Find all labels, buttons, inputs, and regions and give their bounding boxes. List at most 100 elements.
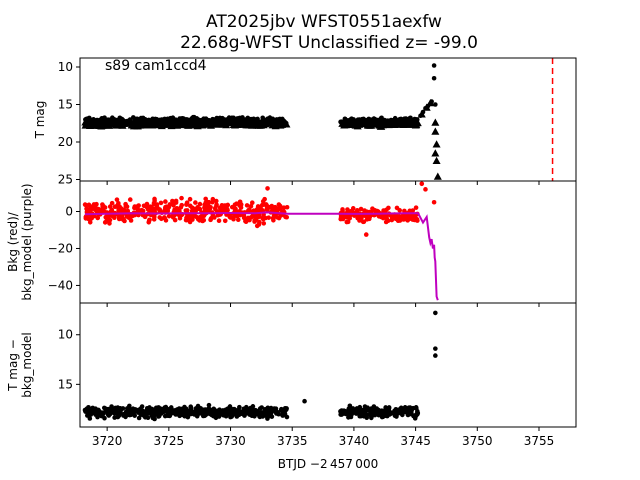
bottom-series0-point	[257, 406, 263, 411]
middle-series0-point	[275, 206, 280, 212]
middle-series0-point	[158, 200, 164, 206]
middle-series0-point	[174, 205, 180, 211]
middle-series0-point	[235, 217, 241, 223]
bottom-series0-point	[229, 411, 235, 417]
bottom-series0-point	[236, 407, 241, 413]
top-series0-point	[260, 115, 265, 121]
middle-series0-point	[270, 215, 276, 221]
bottom-series0-point	[232, 408, 237, 414]
bottom-series0-point	[401, 407, 407, 412]
middle-series0-point	[355, 215, 360, 221]
bottom-series0-point	[360, 407, 365, 413]
top-series3-point	[426, 99, 435, 107]
bottom-series0-point	[226, 411, 231, 417]
middle-series0-point	[367, 216, 372, 222]
top-series3-point	[431, 127, 440, 135]
top-series3-point	[433, 172, 442, 180]
bottom-series0-point	[158, 406, 163, 412]
bottom-series0-point	[378, 408, 383, 414]
bottom-series0-point	[282, 405, 288, 411]
middle-series0-point	[162, 215, 168, 221]
middle-series0-point	[184, 202, 189, 207]
middle-series0-point	[246, 208, 251, 213]
middle-series0-point	[260, 216, 266, 222]
middle-series0-point	[402, 216, 407, 222]
middle-series0-point	[115, 202, 121, 208]
middle-series0-point	[394, 205, 400, 211]
middle-series0-point	[203, 200, 208, 206]
middle-series0-point	[431, 199, 437, 205]
bottom-series0-point	[138, 410, 143, 416]
middle-series0-point	[194, 206, 200, 211]
top-series1-point	[276, 121, 285, 129]
middle-series0-point	[83, 202, 89, 208]
bkg_model-line	[84, 211, 439, 301]
middle-series0-point	[340, 207, 345, 212]
middle-series0-point	[147, 217, 152, 223]
bottom-series0-point	[96, 407, 101, 413]
middle-series0-point	[244, 203, 250, 208]
y-tick-label: 0	[65, 205, 73, 219]
bottom-series0-point	[211, 406, 217, 412]
middle-series0-point	[254, 223, 260, 229]
middle-series0-point	[139, 208, 144, 214]
figure-title-line2: 22.68g-WFST Unclassified z= -99.0	[180, 33, 478, 53]
bottom-series0-point	[389, 411, 394, 416]
middle-series0-point	[195, 216, 201, 222]
middle-series0-point	[254, 207, 260, 212]
y-tick-label: 15	[58, 377, 73, 391]
bottom-series0-point	[347, 407, 353, 412]
middle-series0-point	[256, 214, 262, 220]
middle-series0-point	[170, 198, 175, 204]
middle-panel: −40 −20 0 Bkg (red)/bkg_model (purple)	[6, 180, 577, 307]
top-series1-point	[375, 121, 384, 129]
bottom-series0-point	[167, 412, 172, 418]
bottom-series0-point	[409, 410, 414, 416]
bottom-series0-point	[415, 408, 420, 414]
bottom-series0-point	[284, 414, 290, 420]
bottom-series0-point	[168, 405, 174, 410]
middle-series0-point	[347, 215, 353, 221]
middle-series0-point	[232, 202, 238, 207]
top-y-axis-label: T mag	[33, 101, 47, 140]
middle-series0-point	[363, 232, 369, 237]
top-panel: 10 15 20 25 T mag	[33, 57, 577, 187]
top-series1-point	[237, 120, 246, 128]
middle-series0-point	[210, 199, 215, 205]
middle-plot-area	[82, 181, 439, 301]
bottom-series0-point	[244, 410, 250, 416]
top-plot-area	[81, 58, 554, 181]
middle-series0-point	[84, 206, 89, 212]
top-series1-point	[81, 118, 90, 126]
bottom-series0-point	[252, 413, 257, 419]
bottom-series0-point	[201, 409, 207, 414]
middle-series0-point	[423, 187, 428, 192]
middle-series0-point	[152, 196, 157, 202]
y-tick-label: 10	[58, 60, 73, 74]
middle-series0-point	[107, 204, 113, 209]
middle-series0-point	[179, 195, 184, 201]
top-series1-point	[122, 119, 131, 127]
middle-series0-point	[265, 186, 270, 191]
middle-series0-point	[136, 203, 141, 208]
middle-series0-point	[179, 202, 185, 208]
middle-series0-point	[358, 206, 364, 212]
top-series1-point	[399, 119, 408, 127]
bottom-series0-point	[264, 409, 270, 415]
top-series1-point	[91, 120, 100, 128]
middle-series0-point	[93, 207, 98, 213]
middle-series0-point	[266, 215, 271, 220]
bottom-series0-point	[236, 412, 242, 417]
middle-series0-point	[276, 215, 282, 221]
middle-series0-point	[413, 205, 419, 210]
bottom-series0-point	[280, 413, 285, 418]
bottom-series0-point	[138, 406, 144, 411]
figure-title-line1: AT2025jbv WFST0551aexfw	[206, 12, 442, 32]
middle-series0-point	[166, 204, 172, 210]
bottom-series0-point	[190, 411, 195, 416]
top-series1-point	[187, 121, 196, 129]
top-series1-point	[410, 119, 419, 127]
middle-series0-point	[214, 202, 219, 208]
middle-series0-point	[123, 201, 128, 207]
bottom-series0-point	[244, 406, 249, 412]
